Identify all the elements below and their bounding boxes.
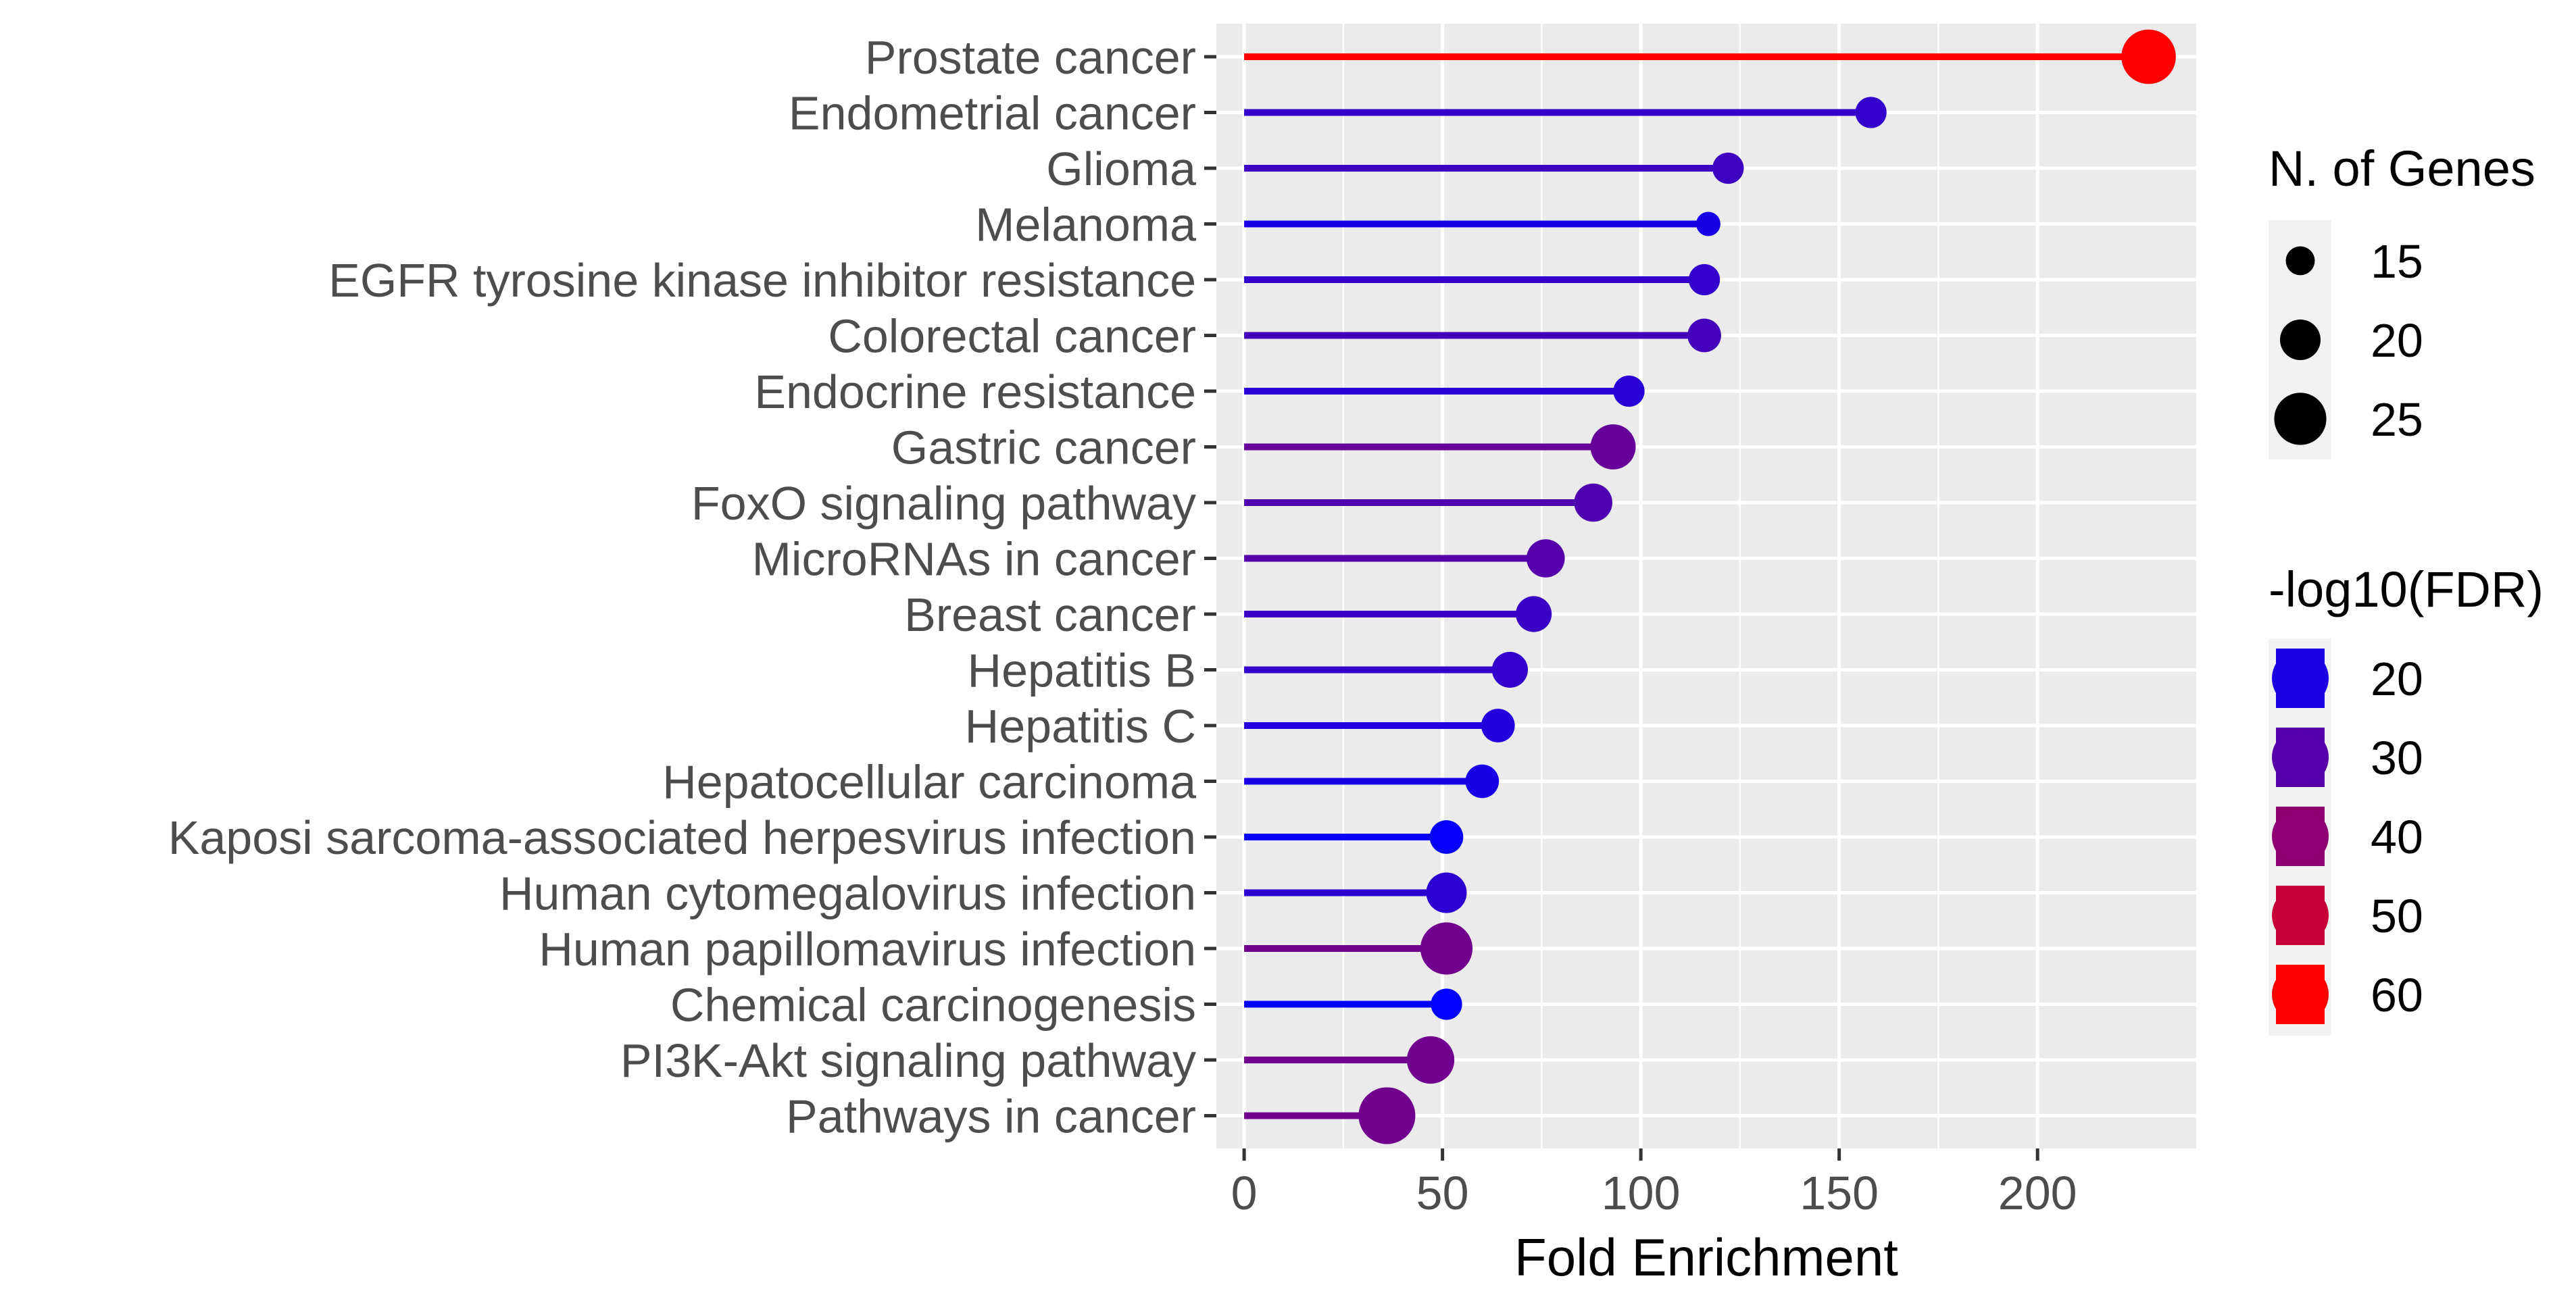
legend-size-label: 15: [2371, 235, 2423, 288]
legend-color-key-point: [2272, 887, 2329, 944]
lollipop-point: [1590, 424, 1636, 470]
x-tick-label: 50: [1416, 1167, 1469, 1219]
lollipop-point: [1420, 922, 1473, 975]
lollipops: [1244, 29, 2176, 1144]
lollipop-point: [1406, 1036, 1455, 1084]
lollipop-point: [1491, 651, 1528, 688]
y-tick-label: FoxO signaling pathway: [691, 477, 1196, 530]
y-tick-label: Gastric cancer: [891, 422, 1196, 474]
y-tick-label: EGFR tyrosine kinase inhibitor resistanc…: [328, 254, 1196, 307]
y-tick-label: Endometrial cancer: [789, 87, 1196, 140]
lollipop-point: [1574, 483, 1612, 522]
x-tick-label: 100: [1602, 1167, 1681, 1219]
lollipop-point: [1465, 764, 1500, 799]
legend-color-key-point: [2272, 729, 2329, 786]
lollipop-point: [1688, 263, 1720, 296]
lollipop-point: [1516, 596, 1552, 632]
x-axis-title: Fold Enrichment: [1514, 1227, 1898, 1287]
y-tick-label: Prostate cancer: [865, 31, 1196, 84]
lollipop-point: [1687, 318, 1721, 353]
x-tick-label: 0: [1231, 1167, 1258, 1219]
x-tick-label: 150: [1800, 1167, 1879, 1219]
legend-color-title: -log10(FDR): [2269, 561, 2544, 617]
y-tick-label: Endocrine resistance: [754, 365, 1196, 418]
lollipop-point: [1481, 709, 1515, 742]
lollipop-point: [1613, 375, 1645, 407]
plot-panel: [1216, 24, 2196, 1148]
legend-size-key: [2285, 246, 2315, 276]
y-tick-label: Hepatitis B: [968, 644, 1196, 697]
legend-size-label: 20: [2371, 314, 2423, 367]
lollipop-point: [1526, 539, 1565, 578]
legend-color-label: 30: [2371, 732, 2423, 784]
legend-color-label: 20: [2371, 653, 2423, 705]
lollipop-point: [1358, 1087, 1416, 1144]
legend-size-title: N. of Genes: [2269, 141, 2535, 197]
legend-color-label: 50: [2371, 890, 2423, 942]
legend-size-label: 25: [2371, 393, 2423, 446]
y-tick-label: Glioma: [1046, 143, 1196, 195]
lollipop-point: [1426, 872, 1467, 913]
y-tick-label: Pathways in cancer: [786, 1090, 1196, 1143]
lollipop-point: [1712, 152, 1744, 184]
y-tick-label: Human papillomavirus infection: [539, 923, 1196, 976]
y-tick-label: Melanoma: [975, 199, 1196, 251]
x-axis: 0 50 100 150 200: [1231, 1148, 2077, 1219]
y-tick-label: Chemical carcinogenesis: [670, 979, 1196, 1032]
y-tick-label: Human cytomegalovirus infection: [499, 867, 1196, 920]
y-tick-label: Hepatitis C: [965, 700, 1196, 753]
x-tick-label: 200: [1998, 1167, 2077, 1219]
legend-size-key: [2280, 320, 2321, 360]
legend-color-key-point: [2272, 650, 2329, 707]
y-tick-label: Breast cancer: [904, 588, 1196, 641]
legend-size-key: [2274, 393, 2327, 445]
legend-color-key-point: [2272, 808, 2329, 865]
y-tick-label: MicroRNAs in cancer: [752, 533, 1196, 586]
legend-color-label: 60: [2371, 969, 2423, 1021]
legend-color-label: 40: [2371, 811, 2423, 863]
lollipop-point: [1695, 211, 1720, 236]
y-tick-label: Kaposi sarcoma-associated herpesvirus in…: [168, 811, 1196, 864]
legend-color-key-point: [2272, 966, 2329, 1023]
lollipop-point: [1431, 988, 1462, 1020]
y-tick-label: Colorectal cancer: [828, 310, 1196, 363]
lollipop-point: [2121, 29, 2176, 84]
lollipop-point: [1429, 820, 1464, 854]
y-tick-label: Hepatocellular carcinoma: [662, 756, 1196, 809]
legend-size: N. of Genes 15 20 25: [2269, 141, 2535, 459]
legend-color: -log10(FDR) 20 30 40 50 60: [2269, 561, 2544, 1036]
y-tick-label: PI3K-Akt signaling pathway: [620, 1034, 1196, 1087]
lollipop-point: [1855, 97, 1887, 128]
